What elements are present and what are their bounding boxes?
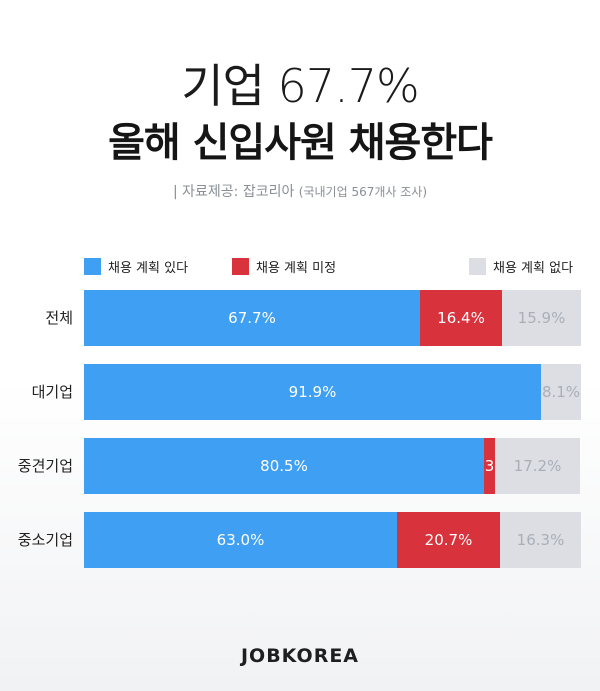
source-label: | 자료제공: 잡코리아 xyxy=(172,184,295,200)
data-label: 67.7% xyxy=(228,309,276,327)
chart-subtitle: 올해 신입사원 채용한다 xyxy=(108,120,493,166)
bar-row: 91.9% 8.1% xyxy=(84,364,581,420)
legend-label-no: 채용 계획 없다 xyxy=(493,260,574,276)
data-label: 91.9% xyxy=(288,383,337,401)
bar-segment-undecided: 16.4% xyxy=(420,290,502,346)
chart-title: 기업 67.7% xyxy=(181,59,419,113)
source-line: | 자료제공: 잡코리아 (국내기업 567개사 조사) xyxy=(0,181,600,201)
legend-item-yes: 채용 계획 있다 xyxy=(84,256,188,276)
legend-item-no: 채용 계획 없다 xyxy=(469,256,573,276)
legend-swatch-no xyxy=(469,257,486,275)
category-label: 전체 xyxy=(45,309,73,327)
data-label: 80.5% xyxy=(260,457,308,475)
legend-swatch-yes xyxy=(84,257,101,275)
data-label: 16.3% xyxy=(516,531,565,549)
bar-row: 80.5% 2.3% 17.2% xyxy=(84,438,581,494)
bar-segment-yes: 67.7% xyxy=(84,290,420,346)
legend-label-undecided: 채용 계획 미정 xyxy=(256,260,337,276)
data-label: 15.9% xyxy=(517,309,566,327)
jobkorea-logo: JOBKOREA xyxy=(240,645,360,667)
category-label: 중견기업 xyxy=(17,457,73,475)
bar-segment-no: 17.2% xyxy=(495,438,580,494)
legend-label-yes: 채용 계획 있다 xyxy=(108,260,189,276)
bar-segment-no: 8.1% xyxy=(541,364,581,420)
legend-swatch-undecided xyxy=(232,257,249,275)
bar-row: 67.7% 16.4% 15.9% xyxy=(84,290,581,346)
bar-row: 63.0% 20.7% 16.3% xyxy=(84,512,581,568)
source-note: (국내기업 567개사 조사) xyxy=(298,185,428,199)
data-label: 2.3% xyxy=(484,457,495,475)
legend-item-undecided: 채용 계획 미정 xyxy=(232,256,336,276)
bar-segment-yes: 91.9% xyxy=(84,364,541,420)
category-label: 대기업 xyxy=(31,383,73,401)
bar-segment-no: 15.9% xyxy=(502,290,581,346)
data-label: 63.0% xyxy=(216,531,265,549)
data-label: 8.1% xyxy=(541,383,581,401)
bar-segment-undecided: 2.3% xyxy=(484,438,495,494)
data-label: 20.7% xyxy=(424,531,473,549)
bar-segment-undecided: 20.7% xyxy=(397,512,500,568)
data-label: 17.2% xyxy=(513,457,562,475)
bar-segment-yes: 80.5% xyxy=(84,438,484,494)
data-label: 16.4% xyxy=(437,309,485,327)
category-label: 중소기업 xyxy=(17,531,73,549)
bar-segment-no: 16.3% xyxy=(500,512,581,568)
bar-segment-yes: 63.0% xyxy=(84,512,397,568)
